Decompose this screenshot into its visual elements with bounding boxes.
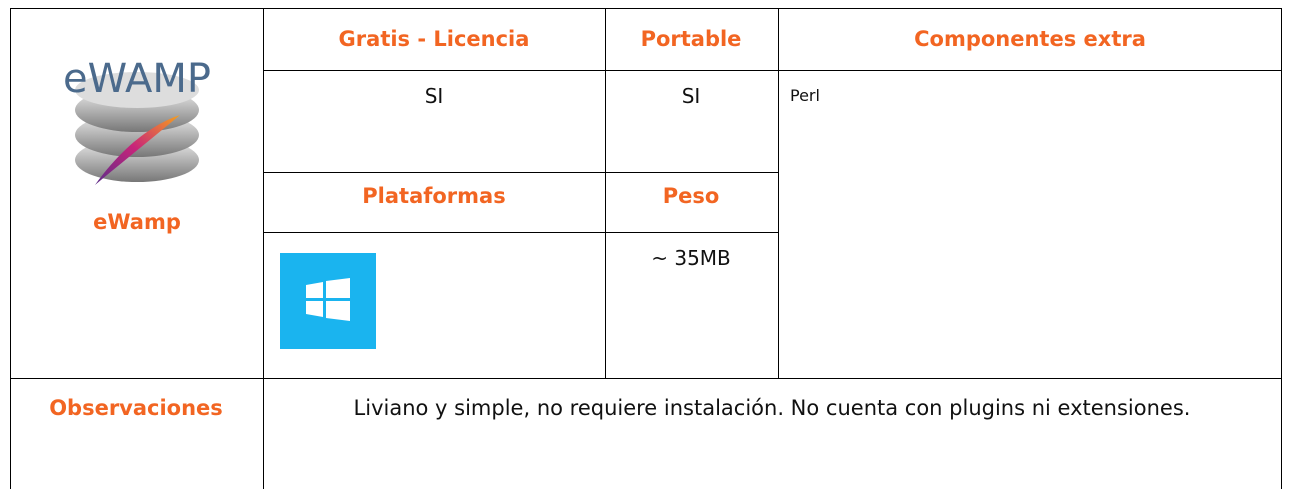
windows-icon xyxy=(280,253,376,349)
header: Plataformas xyxy=(362,184,506,208)
header: Portable xyxy=(640,27,742,51)
cell: ~ 35MB xyxy=(651,246,731,270)
logo-text: eWAMP xyxy=(63,56,211,102)
cell: Perl xyxy=(790,86,820,105)
cell: SI xyxy=(681,84,701,108)
logo: eWAMP xyxy=(63,56,211,185)
header: Observaciones xyxy=(49,396,223,420)
cell: SI xyxy=(424,84,444,108)
header: Gratis - Licencia xyxy=(338,27,530,51)
observations-text: Liviano y simple, no requiere instalació… xyxy=(353,396,1191,420)
product-name: eWamp xyxy=(93,210,181,234)
header: Componentes extra xyxy=(914,27,1146,51)
header: Peso xyxy=(662,184,720,208)
